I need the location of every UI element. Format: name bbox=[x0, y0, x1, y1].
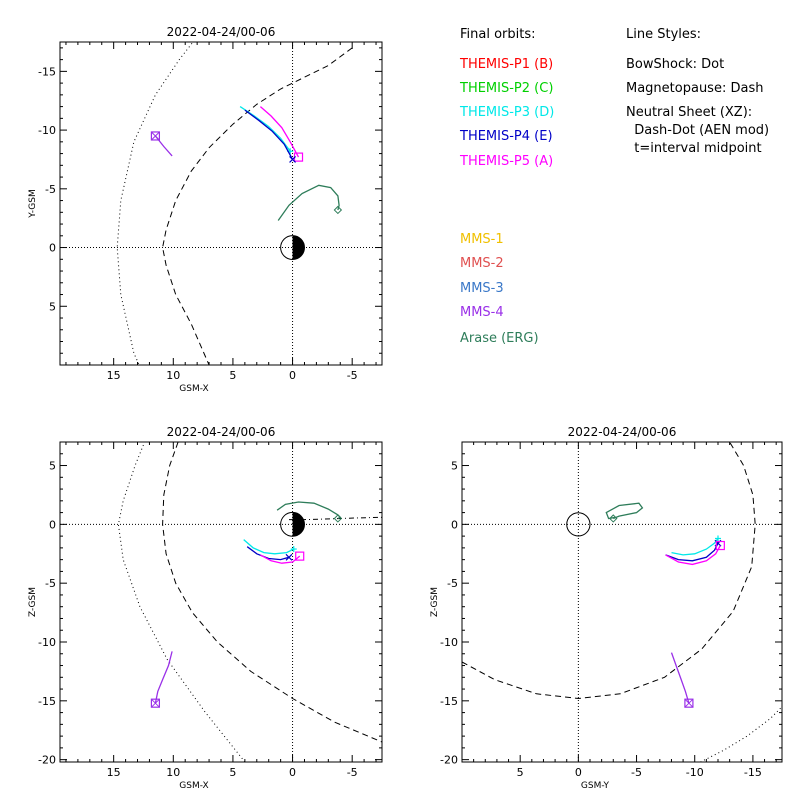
series-themis-p4-e bbox=[244, 109, 294, 160]
plot-area bbox=[60, 442, 382, 762]
y-tick-label: -5 bbox=[45, 577, 56, 590]
plot-frame bbox=[59, 41, 383, 366]
x-tick-label: 0 bbox=[575, 766, 582, 779]
y-tick-label: -15 bbox=[440, 695, 458, 708]
x-tick-label: 5 bbox=[229, 766, 236, 779]
series-themis-p4-e bbox=[246, 546, 290, 561]
earth-icon bbox=[280, 235, 305, 260]
x-tick-label: 10 bbox=[166, 766, 180, 779]
marker-square bbox=[715, 540, 725, 551]
earth-icon bbox=[566, 512, 591, 537]
x-tick-label: -5 bbox=[347, 369, 358, 382]
marker-x bbox=[289, 156, 296, 163]
marker-diamond bbox=[609, 514, 618, 523]
x-tick-label: -5 bbox=[631, 766, 642, 779]
series-magnetopause bbox=[162, 442, 382, 743]
y-tick-label: -10 bbox=[38, 124, 56, 137]
marker-x bbox=[684, 698, 694, 708]
y-tick-label: 5 bbox=[49, 460, 56, 473]
x-tick-label: 5 bbox=[229, 369, 236, 382]
y-tick-label: -10 bbox=[440, 636, 458, 649]
y-tick-label: -15 bbox=[38, 695, 56, 708]
series-themis-p5-a bbox=[260, 554, 301, 564]
x-axis-label: GSM-X bbox=[179, 384, 208, 394]
panel-3: 2022-04-24/00-06 5 0 -5 -10 -15 5 0 -5 -10 -15 -20 G… bbox=[430, 425, 783, 791]
y-tick-label: 5 bbox=[451, 460, 458, 473]
x-tick-label: 5 bbox=[517, 766, 524, 779]
marker-square bbox=[295, 551, 305, 561]
marker-x bbox=[285, 553, 293, 561]
marker-square bbox=[150, 698, 161, 708]
x-axis-label: GSM-Y bbox=[581, 781, 610, 791]
y-tick-label: 5 bbox=[49, 300, 56, 313]
series-themis-p4-e bbox=[665, 542, 719, 562]
y-tick-label: 0 bbox=[451, 518, 458, 531]
x-axis-label: GSM-X bbox=[179, 781, 208, 791]
y-tick-label: 0 bbox=[49, 518, 56, 531]
marker-square bbox=[150, 131, 161, 141]
marker-x bbox=[151, 131, 160, 141]
x-tick-label: 15 bbox=[107, 766, 121, 779]
x-tick-label: -10 bbox=[686, 766, 704, 779]
series-magnetopause bbox=[462, 442, 756, 700]
series-magnetopause bbox=[162, 47, 353, 365]
y-tick-label: -5 bbox=[447, 577, 458, 590]
x-tick-label: -5 bbox=[347, 766, 358, 779]
y-axis-label: Z-GSM bbox=[430, 587, 440, 617]
plot-area bbox=[60, 42, 382, 365]
y-tick-label: 0 bbox=[49, 242, 56, 255]
plot-title: 2022-04-24/00-06 bbox=[167, 25, 276, 39]
x-tick-label: 15 bbox=[107, 369, 121, 382]
series-themis-p3-d bbox=[243, 539, 294, 555]
marker-square bbox=[684, 698, 694, 708]
x-tick-label: -15 bbox=[744, 766, 762, 779]
y-tick-label: -10 bbox=[38, 636, 56, 649]
y-axis-label: Y-GSM bbox=[28, 189, 38, 218]
panel-2: 2022-04-24/00-06 15 10 5 0 -5 5 0 -5 -10 -15 -20 GSM… bbox=[28, 425, 383, 791]
marker-diamond bbox=[333, 205, 343, 215]
y-tick-label: -20 bbox=[440, 754, 458, 767]
y-axis-label: Z-GSM bbox=[28, 587, 38, 617]
x-tick-label: 10 bbox=[166, 369, 180, 382]
series-mms-4 bbox=[670, 652, 690, 704]
series-bowshock bbox=[700, 706, 782, 762]
series-themis-p5-a bbox=[259, 106, 300, 158]
y-tick-label: -20 bbox=[38, 754, 56, 767]
series-arase-erg bbox=[276, 501, 342, 520]
series-bowshock bbox=[116, 42, 194, 365]
series-arase-erg bbox=[605, 502, 644, 520]
x-tick-label: 0 bbox=[289, 369, 296, 382]
plot-frame bbox=[461, 441, 783, 763]
plot-frame bbox=[59, 441, 383, 763]
x-tick-label: 0 bbox=[289, 766, 296, 779]
earth-night-side bbox=[292, 512, 305, 537]
y-tick-label: -5 bbox=[45, 183, 56, 196]
plot-area bbox=[462, 442, 782, 762]
plot-title: 2022-04-24/00-06 bbox=[568, 425, 677, 439]
series-themis-p3-d bbox=[671, 538, 719, 556]
series-mms-4 bbox=[154, 651, 173, 704]
marker-diamond bbox=[333, 514, 343, 523]
series-bowshock bbox=[117, 442, 246, 762]
panel-1: 2022-04-24/00-06 15 10 5 0 -5 -15 -10 -5 0 5 GSM-X Y… bbox=[28, 25, 383, 394]
earth-night-side bbox=[292, 235, 305, 260]
earth-icon bbox=[280, 511, 305, 537]
series-themis-p5-a bbox=[665, 545, 721, 566]
series-arase-erg bbox=[277, 184, 340, 221]
y-tick-label: -15 bbox=[38, 65, 56, 78]
plot-title: 2022-04-24/00-06 bbox=[167, 425, 276, 439]
marker-x bbox=[151, 698, 160, 708]
